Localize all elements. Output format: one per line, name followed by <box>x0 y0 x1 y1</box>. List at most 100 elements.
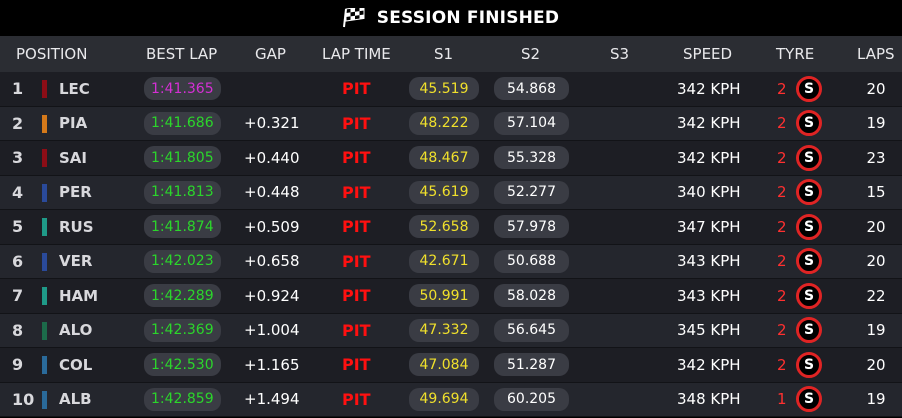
driver-code: PER <box>59 183 92 202</box>
best-lap-pill: 1:42.530 <box>144 353 221 377</box>
position-number: 1 <box>12 79 24 99</box>
tyre-age: 2 <box>777 183 787 202</box>
tyre-age: 2 <box>777 217 787 236</box>
sector1-cell: 45.519 <box>409 72 479 106</box>
best-lap-pill: 1:42.369 <box>144 318 221 342</box>
tyre-age: 2 <box>777 321 787 340</box>
tyre-compound-cell: S <box>796 348 822 382</box>
sector1-pill: 47.332 <box>409 318 479 342</box>
best-lap-cell: 1:41.805 <box>144 141 221 175</box>
sector1-pill: 50.991 <box>409 284 479 308</box>
gap-value: +1.004 <box>244 321 300 340</box>
table-row[interactable]: 5 RUS 1:41.874 +0.509 PIT 52.658 57.978 347 KPH… <box>0 210 902 245</box>
gap-value: +0.924 <box>244 286 300 305</box>
team-color-bar <box>42 80 47 98</box>
session-header-inner: SESSION FINISHED <box>342 8 559 28</box>
tyre-age: 2 <box>777 252 787 271</box>
best-lap-cell: 1:42.859 <box>144 383 221 417</box>
col-s2: S2 <box>521 45 541 63</box>
table-row[interactable]: 9 COL 1:42.530 +1.165 PIT 47.084 51.287 342 KPH… <box>0 348 902 383</box>
position-number: 4 <box>12 182 24 202</box>
team-color-bar <box>42 321 47 340</box>
sector2-pill: 58.028 <box>494 284 569 308</box>
sector2-cell: 55.328 <box>494 141 569 175</box>
gap-value: +0.448 <box>244 183 300 202</box>
sector2-pill: 56.645 <box>494 318 569 342</box>
sector1-cell: 45.619 <box>409 176 479 210</box>
lap-time-status: PIT <box>342 355 371 375</box>
session-header: SESSION FINISHED <box>0 0 902 36</box>
lap-time-status: PIT <box>342 251 371 271</box>
col-s3: S3 <box>610 45 630 63</box>
table-row[interactable]: 4 PER 1:41.813 +0.448 PIT 45.619 52.277 340 KPH… <box>0 175 902 210</box>
laps-count: 20 <box>866 355 886 374</box>
driver-code: ALB <box>59 390 92 409</box>
best-lap-pill: 1:41.874 <box>144 215 221 239</box>
sector2-cell: 56.645 <box>494 314 569 348</box>
team-color-bar <box>42 356 47 374</box>
table-row[interactable]: 1 LEC 1:41.365 PIT 45.519 54.868 342 KPH 2 S 20 <box>0 72 902 107</box>
sector2-pill: 60.205 <box>494 387 569 411</box>
speed-value: 343 KPH <box>677 252 741 271</box>
sector2-cell: 52.277 <box>494 176 569 210</box>
gap-value: +0.509 <box>244 217 300 236</box>
sector1-cell: 49.694 <box>409 383 479 417</box>
tyre-age: 2 <box>777 148 787 167</box>
gap-value: +0.658 <box>244 252 300 271</box>
lap-time-status: PIT <box>342 148 371 168</box>
sector2-pill: 57.104 <box>494 111 569 135</box>
driver-code: HAM <box>59 286 99 305</box>
standings-table: 1 LEC 1:41.365 PIT 45.519 54.868 342 KPH 2 S 20 2 P… <box>0 72 902 417</box>
table-row[interactable]: 8 ALO 1:42.369 +1.004 PIT 47.332 56.645 345 KPH… <box>0 313 902 348</box>
speed-value: 342 KPH <box>677 114 741 133</box>
table-row[interactable]: 10 ALB 1:42.859 +1.494 PIT 49.694 60.205 348 KP… <box>0 382 902 417</box>
table-row[interactable]: 2 PIA 1:41.686 +0.321 PIT 48.222 57.104 342 KPH… <box>0 106 902 141</box>
driver-code: ALO <box>59 321 93 340</box>
soft-tyre-icon: S <box>796 144 822 171</box>
sector1-cell: 50.991 <box>409 279 479 313</box>
best-lap-pill: 1:42.289 <box>144 284 221 308</box>
best-lap-cell: 1:42.369 <box>144 314 221 348</box>
table-row[interactable]: 6 VER 1:42.023 +0.658 PIT 42.671 50.688 343 KPH… <box>0 244 902 279</box>
best-lap-cell: 1:42.530 <box>144 348 221 382</box>
position-number: 3 <box>12 148 24 168</box>
position-number: 6 <box>12 251 24 271</box>
team-color-bar <box>42 218 47 236</box>
sector2-cell: 51.287 <box>494 348 569 382</box>
laps-count: 19 <box>866 321 886 340</box>
sector1-pill: 48.222 <box>409 111 479 135</box>
tyre-age: 2 <box>777 355 787 374</box>
tyre-compound-cell: S <box>796 383 822 417</box>
gap-value: +1.165 <box>244 355 300 374</box>
tyre-age: 2 <box>777 286 787 305</box>
lap-time-status: PIT <box>342 320 371 340</box>
table-row[interactable]: 3 SAI 1:41.805 +0.440 PIT 48.467 55.328 342 KPH… <box>0 141 902 176</box>
position-number: 2 <box>12 113 24 133</box>
soft-tyre-icon: S <box>796 282 822 309</box>
soft-tyre-icon: S <box>796 386 822 413</box>
team-color-bar <box>42 287 47 305</box>
speed-value: 348 KPH <box>677 390 741 409</box>
best-lap-cell: 1:41.365 <box>144 72 221 106</box>
best-lap-pill: 1:41.813 <box>144 180 221 204</box>
lap-time-status: PIT <box>342 217 371 237</box>
sector2-cell: 57.104 <box>494 107 569 141</box>
tyre-age: 1 <box>777 390 787 409</box>
sector1-cell: 47.084 <box>409 348 479 382</box>
sector1-pill: 48.467 <box>409 146 479 170</box>
best-lap-pill: 1:42.859 <box>144 387 221 411</box>
lap-time-status: PIT <box>342 79 371 99</box>
gap-value: +0.440 <box>244 148 300 167</box>
gap-value: +0.321 <box>244 114 300 133</box>
speed-value: 342 KPH <box>677 355 741 374</box>
soft-tyre-icon: S <box>796 213 822 240</box>
checkered-flag-icon <box>342 8 365 28</box>
sector1-pill: 47.084 <box>409 353 479 377</box>
team-color-bar <box>42 183 47 202</box>
best-lap-pill: 1:41.365 <box>144 77 221 101</box>
tyre-compound-cell: S <box>796 210 822 244</box>
table-row[interactable]: 7 HAM 1:42.289 +0.924 PIT 50.991 58.028 343 KPH… <box>0 279 902 314</box>
driver-code: PIA <box>59 114 88 133</box>
sector2-pill: 50.688 <box>494 249 569 273</box>
tyre-age: 2 <box>777 114 787 133</box>
